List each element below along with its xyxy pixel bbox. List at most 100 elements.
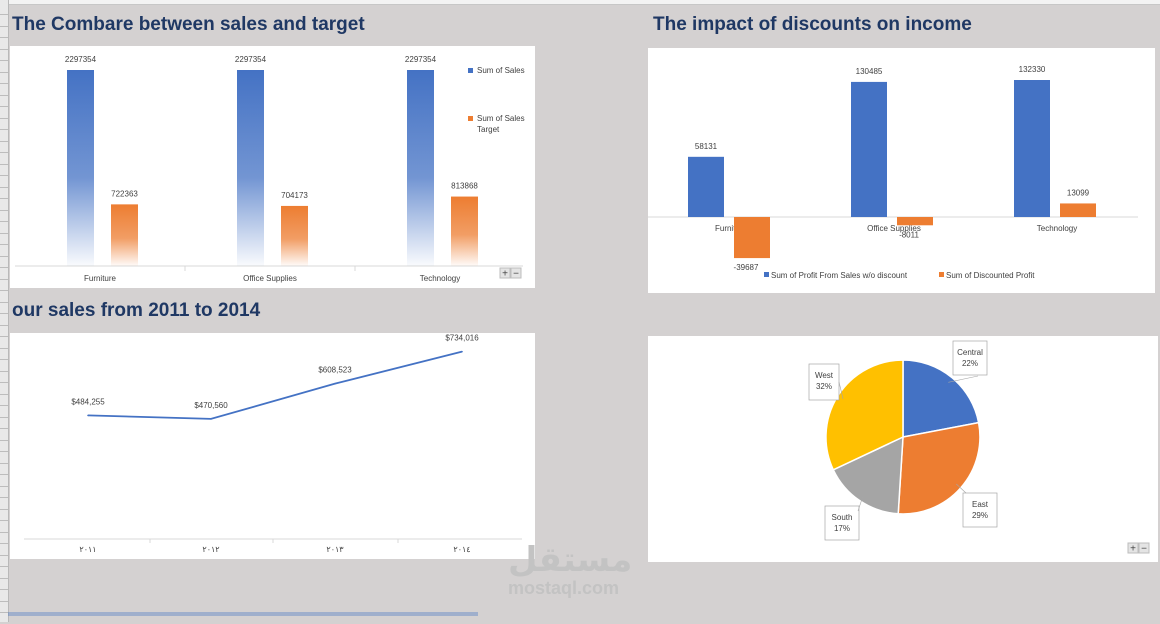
sales-data-label: 2297354: [235, 55, 267, 64]
row-header-cell[interactable]: [0, 37, 8, 49]
sheet-scrollbar[interactable]: [8, 612, 478, 616]
row-header-cell[interactable]: [0, 508, 8, 521]
pie-label-box: [962, 492, 998, 528]
row-header-cell[interactable]: [0, 301, 8, 314]
discount-legend-swatch: [939, 272, 944, 277]
row-header-cell[interactable]: [0, 313, 8, 325]
row-header-cell[interactable]: [0, 589, 8, 601]
discount-category-label: Office Supplies: [867, 224, 921, 233]
row-header-cell[interactable]: [0, 577, 8, 590]
sales-category-label: Office Supplies: [243, 274, 297, 283]
sales-category-label: Technology: [420, 274, 460, 283]
row-header-cell[interactable]: [0, 359, 8, 371]
row-header-cell[interactable]: [0, 405, 8, 417]
row-header-cell[interactable]: [0, 48, 8, 61]
pie-label-box: [808, 363, 840, 401]
discount-chart[interactable]: Furniture 58131 -39687 Office Supplies 13048…: [648, 48, 1155, 293]
row-header-cell[interactable]: [0, 370, 8, 383]
yearly-point: [334, 382, 336, 385]
row-header-cell[interactable]: [0, 497, 8, 509]
row-header-cell[interactable]: [0, 244, 8, 256]
discount-bar-profit: [1014, 80, 1050, 217]
row-header-cell[interactable]: [0, 554, 8, 567]
row-header-cell[interactable]: [0, 163, 8, 176]
row-header-cell[interactable]: [0, 117, 8, 130]
sales-bar-target: [451, 196, 478, 266]
yearly-sales-chart[interactable]: $484,255 ٢٠١١ $470,560 ٢٠١٢ $608,523 ٢٠١٣ $734…: [10, 333, 535, 559]
pie-leader-line: [948, 375, 979, 383]
sheet-top-border: [0, 0, 1160, 5]
watermark-latin: mostaql.com: [508, 578, 620, 598]
discount-bar-discounted: [734, 217, 770, 259]
discount-data-label: 130485: [856, 67, 883, 76]
row-header-cell[interactable]: [0, 152, 8, 164]
row-header-cell[interactable]: [0, 520, 8, 532]
row-header-cell[interactable]: [0, 393, 8, 406]
sales-bar-sales: [237, 70, 264, 266]
pie-label-pct: 29%: [972, 511, 988, 520]
yearly-x-label: ٢٠١٢: [202, 545, 219, 554]
row-header-cell[interactable]: [0, 25, 8, 38]
row-header-cell[interactable]: [0, 428, 8, 440]
row-header-cell[interactable]: [0, 474, 8, 486]
row-header-cell[interactable]: [0, 382, 8, 394]
row-header-cell[interactable]: [0, 600, 8, 613]
row-header-cell[interactable]: [0, 94, 8, 107]
discount-legend-label: Sum of Discounted Profit: [946, 271, 1035, 280]
discount-data-label: 58131: [695, 142, 718, 151]
pie-zoom-label: −: [1141, 544, 1147, 555]
sales-bar-target: [281, 205, 308, 266]
row-header-cell[interactable]: [0, 278, 8, 291]
row-header-cell[interactable]: [0, 209, 8, 222]
row-header-cell[interactable]: [0, 232, 8, 245]
row-header-cell[interactable]: [0, 451, 8, 463]
discount-data-label: -39687: [734, 263, 759, 272]
row-header-cell[interactable]: [0, 186, 8, 199]
pie-label-name: West: [815, 371, 834, 380]
region-pie-chart[interactable]: Central 22% East 29% South 17% West 32% + −: [648, 336, 1158, 562]
sales-data-label: 2297354: [65, 55, 97, 64]
sales-data-label: 813868: [451, 182, 478, 191]
sales-data-label: 704173: [281, 191, 308, 200]
yearly-data-label: $734,016: [445, 334, 479, 343]
pie-label-name: East: [972, 500, 989, 509]
row-header-cell[interactable]: [0, 347, 8, 360]
row-header-cell[interactable]: [0, 175, 8, 187]
pie-zoom-button: [1127, 542, 1139, 554]
sales-target-title: The Combare between sales and target: [12, 14, 365, 35]
row-header-cell[interactable]: [0, 531, 8, 544]
discount-bar-discounted: [897, 217, 933, 226]
sales-legend-swatch: [468, 68, 473, 73]
row-header-cell[interactable]: [0, 462, 8, 475]
yearly-sales-title: our sales from 2011 to 2014: [12, 300, 261, 321]
row-header-cell[interactable]: [0, 140, 8, 153]
watermark: مستقل mostaql.com: [508, 542, 632, 598]
discount-title: The impact of discounts on income: [653, 14, 972, 35]
yearly-data-label: $484,255: [71, 397, 105, 406]
row-header-cell[interactable]: [0, 106, 8, 118]
row-header-cell[interactable]: [0, 198, 8, 210]
row-header-cell[interactable]: [0, 14, 8, 26]
row-header-cell[interactable]: [0, 336, 8, 348]
row-header-cell[interactable]: [0, 255, 8, 268]
row-header-cell[interactable]: [0, 324, 8, 337]
row-header-cell[interactable]: [0, 612, 8, 624]
discount-legend-swatch: [764, 272, 769, 277]
row-header-cell[interactable]: [0, 71, 8, 84]
row-header-cell[interactable]: [0, 290, 8, 302]
pie-label-name: Central: [957, 348, 983, 357]
row-header-cell[interactable]: [0, 221, 8, 233]
row-header-cell[interactable]: [0, 566, 8, 578]
row-header-cell[interactable]: [0, 416, 8, 429]
row-header-cell[interactable]: [0, 83, 8, 95]
sales-target-chart[interactable]: Furniture 2297354 722363 Office Supplies 229…: [10, 46, 535, 288]
pie-label-name: South: [832, 513, 853, 522]
sales-legend-label-cont: Target: [477, 125, 500, 134]
row-header-cell[interactable]: [0, 485, 8, 498]
row-header-cell[interactable]: [0, 129, 8, 141]
pie-label-box: [952, 340, 988, 376]
row-header-cell[interactable]: [0, 267, 8, 279]
row-header-cell[interactable]: [0, 543, 8, 555]
row-header-cell[interactable]: [0, 60, 8, 72]
row-header-cell[interactable]: [0, 439, 8, 452]
